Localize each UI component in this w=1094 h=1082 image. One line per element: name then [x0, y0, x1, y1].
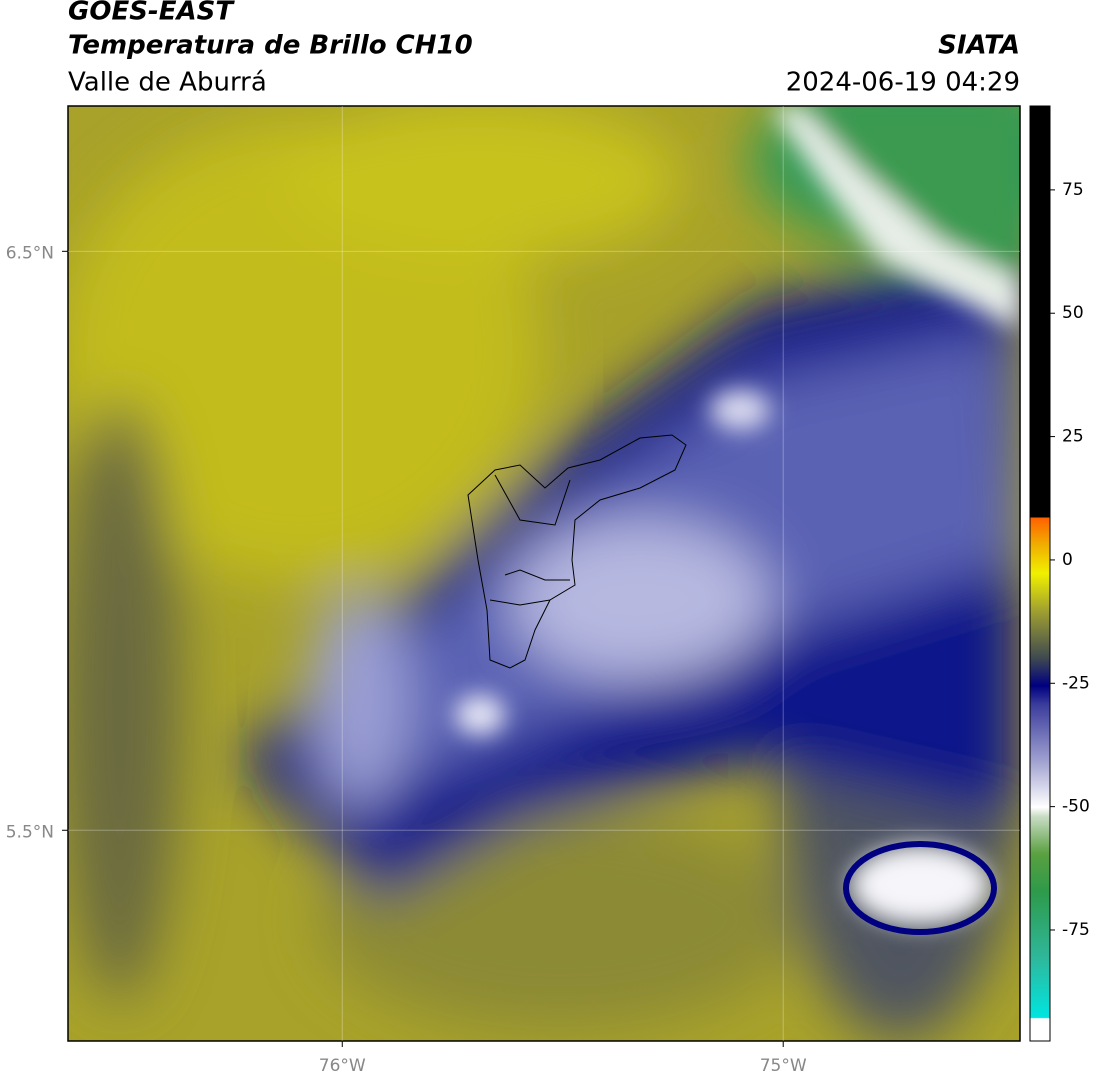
lon-label: 75°W [760, 1056, 807, 1076]
source: SIATA [938, 31, 1020, 61]
colorbar-tick-label: -25 [1062, 673, 1090, 693]
subtitle: Temperatura de Brillo CH10 [68, 31, 473, 61]
satellite-image [68, 106, 1020, 1041]
region: Valle de Aburrá [68, 68, 267, 98]
lon-label: 76°W [319, 1056, 366, 1076]
datetime: 2024-06-19 04:29 [786, 68, 1020, 98]
colorbar-tick-label: -50 [1062, 797, 1090, 817]
colorbar-tick-label: 50 [1062, 303, 1084, 323]
lat-label: 5.5°N [6, 822, 54, 842]
title: GOES-EAST [68, 0, 235, 27]
colorbar-tick-label: 25 [1062, 427, 1084, 447]
colorbar-tick-label: 75 [1062, 180, 1084, 200]
map-frame [67, 105, 1021, 1042]
lat-label: 6.5°N [6, 243, 54, 263]
colorbar [1029, 105, 1051, 1042]
colorbar-tick-label: -75 [1062, 920, 1090, 940]
colorbar-tick-label: 0 [1062, 550, 1073, 570]
